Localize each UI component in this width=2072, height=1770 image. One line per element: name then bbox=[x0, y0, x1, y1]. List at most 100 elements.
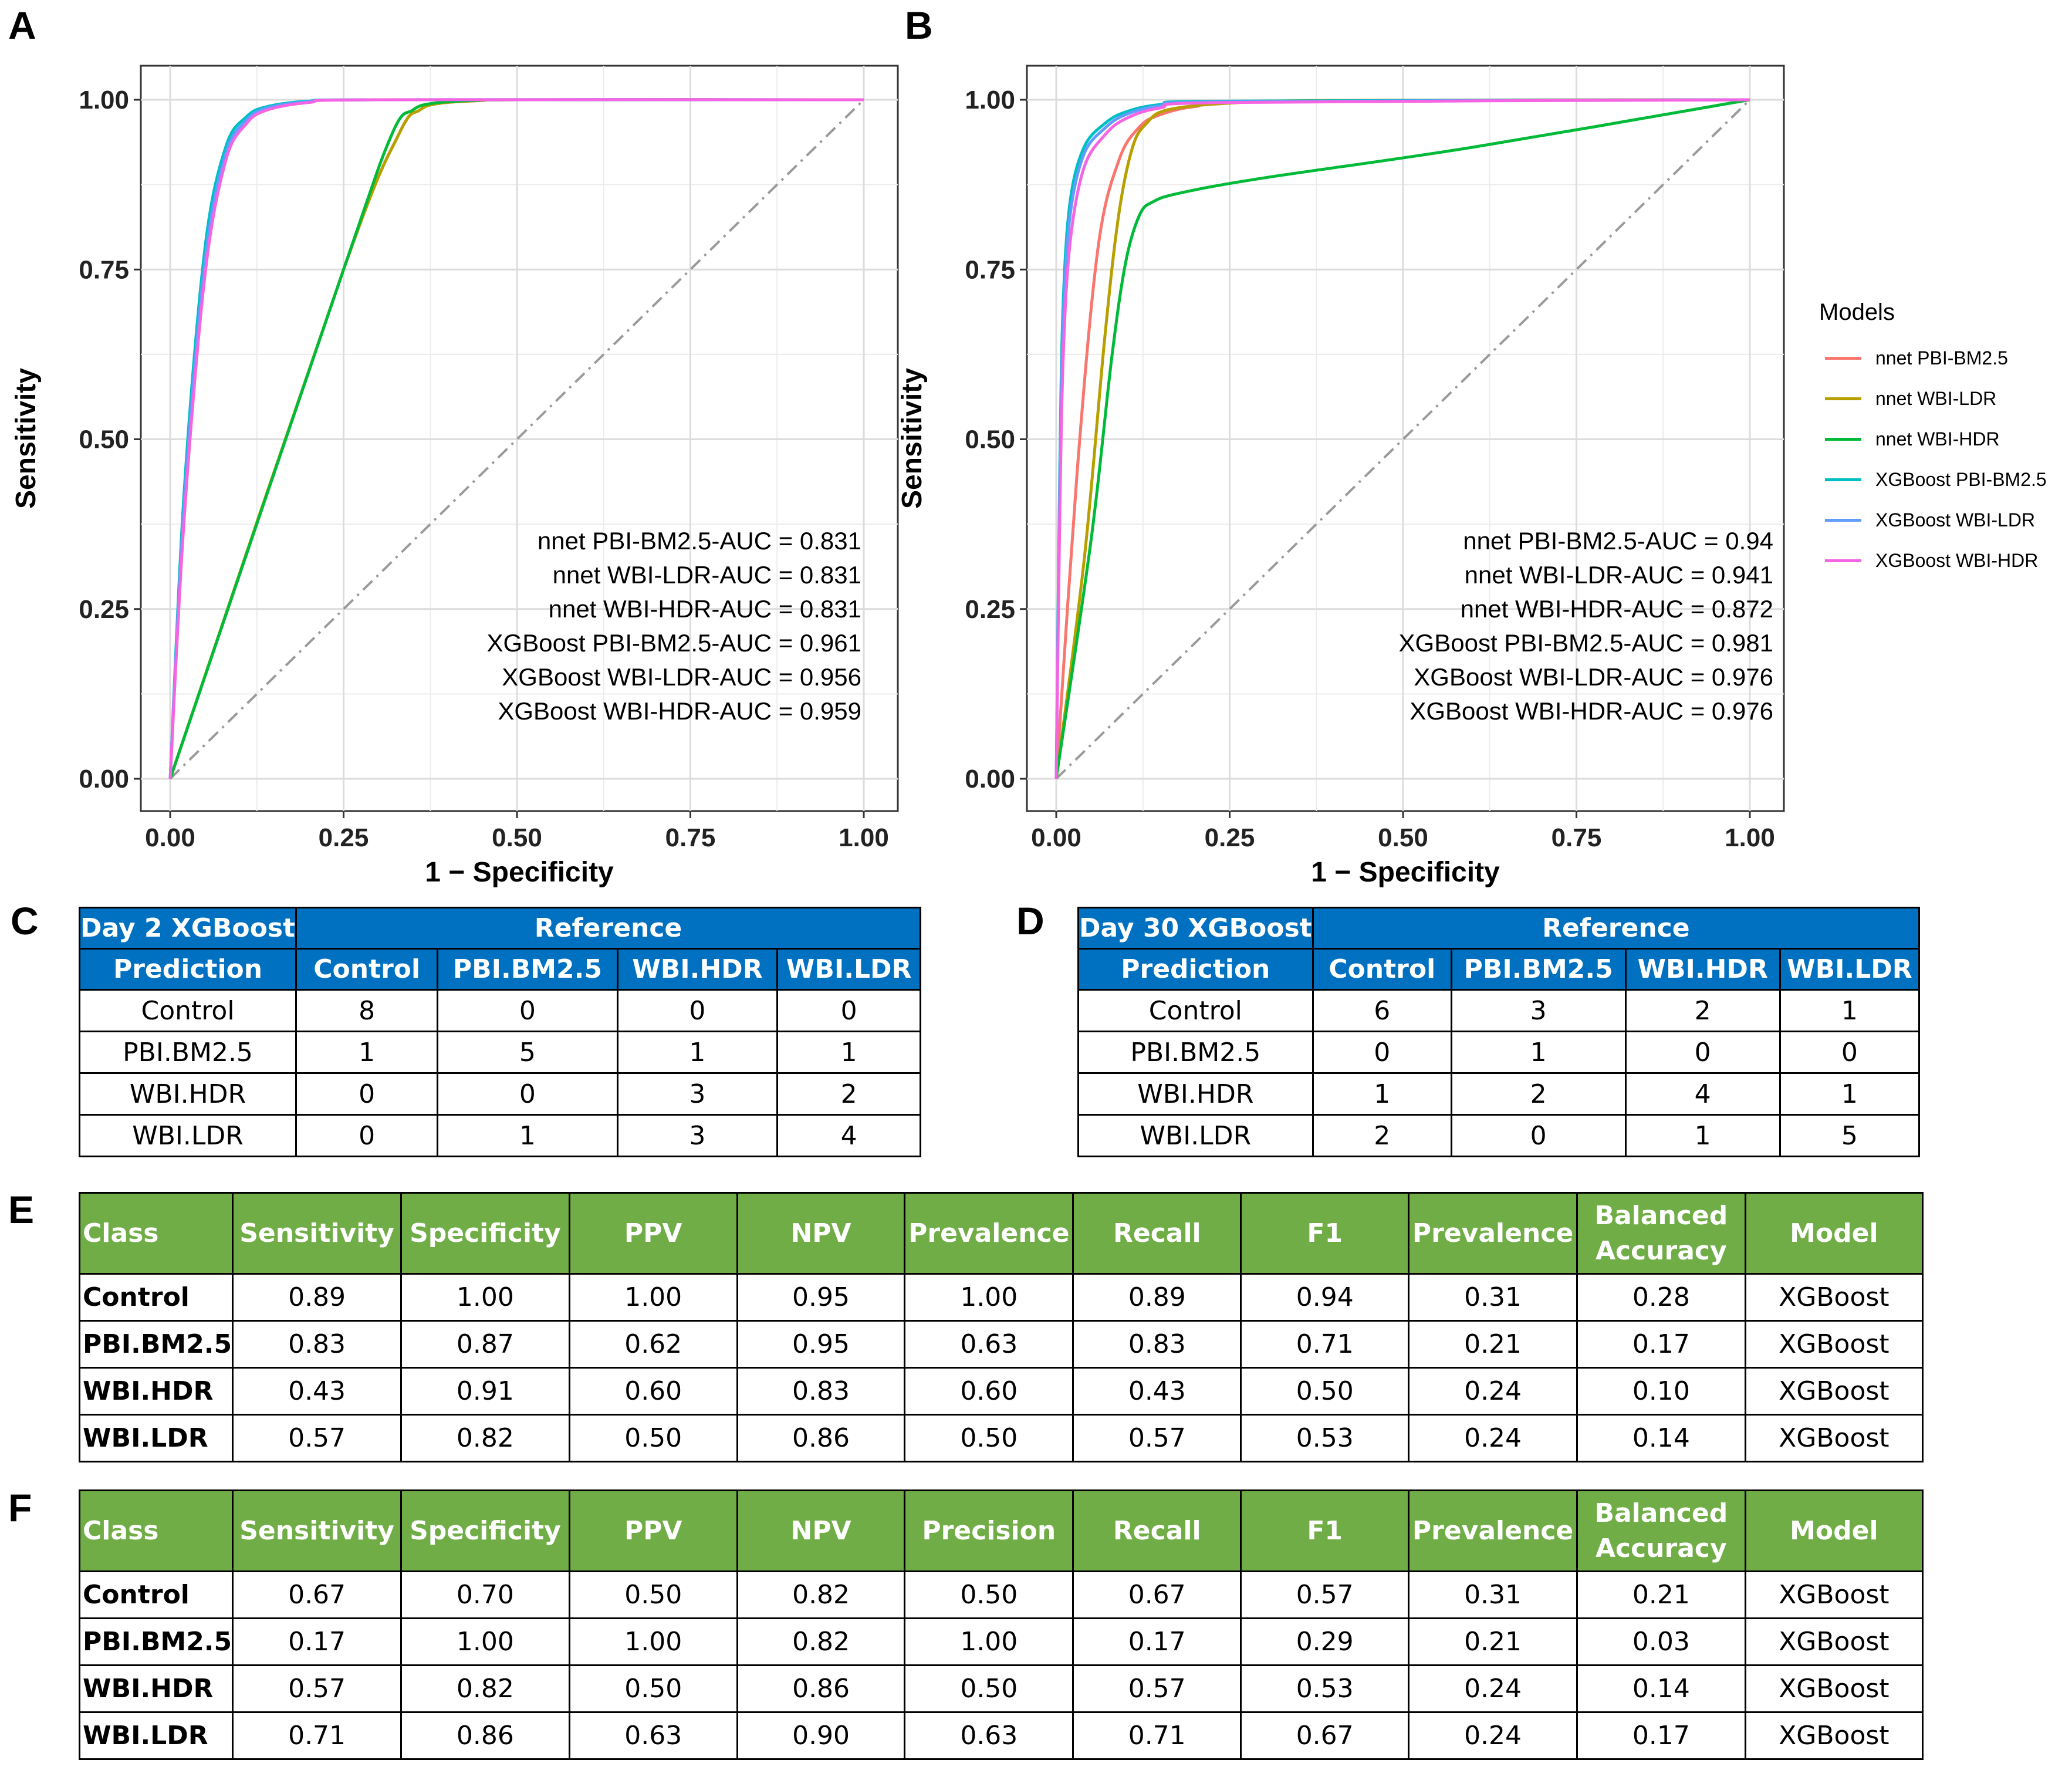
prediction-header: Prediction bbox=[78, 948, 298, 991]
table-cell: 0.70 bbox=[400, 1570, 570, 1619]
legend-swatch bbox=[1825, 559, 1861, 562]
table-cell: 0.17 bbox=[232, 1617, 402, 1666]
column-header: Recall bbox=[1072, 1192, 1242, 1275]
table-cell: 0 bbox=[776, 989, 921, 1032]
table-cell: 1.00 bbox=[400, 1273, 570, 1322]
table-cell: 0.71 bbox=[1240, 1320, 1410, 1369]
table-cell: XGBoost bbox=[1744, 1320, 1924, 1369]
auc-annotation: XGBoost PBI-BM2.5-AUC = 0.981 bbox=[1399, 629, 1773, 657]
table-cell: XGBoost bbox=[1744, 1617, 1924, 1666]
metrics-table-f: Class Sensitivity Specificity PPV NPV Precisi… bbox=[78, 1489, 1924, 1760]
table-cell: 0.57 bbox=[232, 1414, 402, 1462]
table-cell: 0.63 bbox=[904, 1320, 1074, 1369]
column-header: WBI.LDR bbox=[1779, 948, 1921, 991]
table-cell: 0.17 bbox=[1072, 1617, 1242, 1666]
table-corner-cell: Day 2 XGBoost bbox=[78, 907, 298, 950]
legend-label: nnet WBI-LDR bbox=[1875, 387, 1997, 409]
legend-label: nnet WBI-HDR bbox=[1875, 428, 2000, 450]
table-cell: 0.21 bbox=[1576, 1570, 1746, 1619]
table-cell: 1 bbox=[295, 1031, 439, 1074]
x-axis-title: 1 − Specificity bbox=[1311, 857, 1500, 888]
class-cell: Control bbox=[78, 1570, 234, 1619]
column-header: Prevalence bbox=[1408, 1489, 1578, 1572]
table-cell: XGBoost bbox=[1744, 1570, 1924, 1619]
panel-label-a: A bbox=[8, 4, 36, 47]
table-cell: 0 bbox=[437, 989, 618, 1032]
class-cell: WBI.LDR bbox=[78, 1414, 234, 1462]
auc-annotation: nnet WBI-HDR-AUC = 0.872 bbox=[1461, 595, 1773, 623]
y-tick-label: 0.75 bbox=[965, 255, 1015, 284]
column-header: WBI.HDR bbox=[616, 948, 779, 991]
table-cell: XGBoost bbox=[1744, 1273, 1924, 1322]
class-cell: Control bbox=[78, 1273, 234, 1322]
auc-annotation: XGBoost PBI-BM2.5-AUC = 0.961 bbox=[487, 629, 861, 657]
table-row: WBI.LDR 0 1 3 4 bbox=[78, 1114, 921, 1157]
confusion-table-day2: Day 2 XGBoost Reference Prediction Control P… bbox=[78, 907, 921, 1157]
table-cell: 0.50 bbox=[904, 1414, 1074, 1462]
table-row: Control 8 0 0 0 bbox=[78, 989, 921, 1032]
column-header: Model bbox=[1744, 1192, 1924, 1275]
auc-annotation: XGBoost WBI-HDR-AUC = 0.959 bbox=[498, 697, 861, 725]
table-cell: 1.00 bbox=[904, 1617, 1074, 1666]
table-cell: 0.67 bbox=[1240, 1711, 1410, 1760]
legend-title: Models bbox=[1819, 299, 1895, 325]
panel-label-b: B bbox=[905, 4, 933, 47]
table-row: Control 0.67 0.70 0.50 0.82 0.50 0.67 0.57 0.31 0… bbox=[78, 1570, 1924, 1619]
table-cell: 0.31 bbox=[1408, 1273, 1578, 1322]
table-cell: XGBoost bbox=[1744, 1711, 1924, 1760]
legend-label: nnet PBI-BM2.5 bbox=[1875, 347, 2008, 369]
table-cell: 0.57 bbox=[1240, 1570, 1410, 1619]
reference-header: Reference bbox=[1312, 907, 1921, 950]
table-cell: XGBoost bbox=[1744, 1414, 1924, 1462]
table-cell: 0.57 bbox=[1072, 1664, 1242, 1713]
table-cell: 0 bbox=[1312, 1031, 1452, 1074]
y-axis-title: Sensitivity bbox=[11, 368, 42, 509]
table-cell: 3 bbox=[616, 1114, 779, 1157]
table-cell: WBI.HDR bbox=[1077, 1072, 1314, 1116]
auc-annotation: nnet PBI-BM2.5-AUC = 0.94 bbox=[1463, 527, 1773, 555]
table-cell: 1 bbox=[437, 1114, 618, 1157]
legend-label: XGBoost WBI-HDR bbox=[1875, 549, 2039, 571]
panel-label-d: D bbox=[1016, 899, 1045, 943]
table-cell: 2 bbox=[1624, 989, 1781, 1032]
table-cell: 8 bbox=[295, 989, 439, 1032]
panel-label-f: F bbox=[8, 1486, 32, 1529]
table-row: WBI.LDR 0.71 0.86 0.63 0.90 0.63 0.71 0.67 0.24 0… bbox=[78, 1711, 1924, 1760]
table-cell: 0.24 bbox=[1408, 1664, 1578, 1713]
column-header: Model bbox=[1744, 1489, 1924, 1572]
table-cell: 0.50 bbox=[568, 1570, 738, 1619]
table-cell: 0.43 bbox=[1072, 1367, 1242, 1416]
table-cell: 2 bbox=[776, 1072, 921, 1116]
table-cell: 1 bbox=[776, 1031, 921, 1074]
legend-entry: XGBoost WBI-LDR bbox=[1825, 508, 2035, 532]
table-cell: 0.95 bbox=[736, 1273, 906, 1322]
legend: Models nnet PBI-BM2.5 nnet WBI-LDR nnet WB… bbox=[1819, 293, 2071, 587]
table-cell: PBI.BM2.5 bbox=[1077, 1031, 1314, 1074]
table-cell: 0.50 bbox=[904, 1570, 1074, 1619]
y-tick-label: 0.50 bbox=[79, 425, 129, 454]
table-cell: XGBoost bbox=[1744, 1664, 1924, 1713]
table-cell: 0.50 bbox=[904, 1664, 1074, 1713]
table-cell: 0.53 bbox=[1240, 1414, 1410, 1462]
legend-entry: nnet WBI-LDR bbox=[1825, 387, 1996, 410]
table-cell: 0 bbox=[437, 1072, 618, 1116]
table-cell: 1 bbox=[1779, 989, 1921, 1032]
table-row: PBI.BM2.5 1 5 1 1 bbox=[78, 1031, 921, 1074]
table-cell: 2 bbox=[1450, 1072, 1627, 1116]
table-cell: 0.10 bbox=[1576, 1367, 1746, 1416]
column-header: Sensitivity bbox=[232, 1489, 402, 1572]
column-header: WBI.HDR bbox=[1624, 948, 1781, 991]
auc-annotation: nnet WBI-HDR-AUC = 0.831 bbox=[549, 595, 861, 623]
table-cell: 5 bbox=[437, 1031, 618, 1074]
table-cell: 0 bbox=[1624, 1031, 1781, 1074]
column-header: Class bbox=[78, 1192, 234, 1275]
column-header: Balanced Accuracy bbox=[1576, 1192, 1746, 1275]
table-cell: 0 bbox=[616, 989, 779, 1032]
table-cell: 0.24 bbox=[1408, 1367, 1578, 1416]
column-header: F1 bbox=[1240, 1192, 1410, 1275]
x-tick-label: 0.50 bbox=[492, 823, 542, 852]
table-cell: 4 bbox=[776, 1114, 921, 1157]
roc-curve-series-3 bbox=[1054, 98, 1750, 779]
x-tick-label: 0.75 bbox=[1552, 823, 1602, 852]
panel-label-c: C bbox=[11, 899, 39, 943]
